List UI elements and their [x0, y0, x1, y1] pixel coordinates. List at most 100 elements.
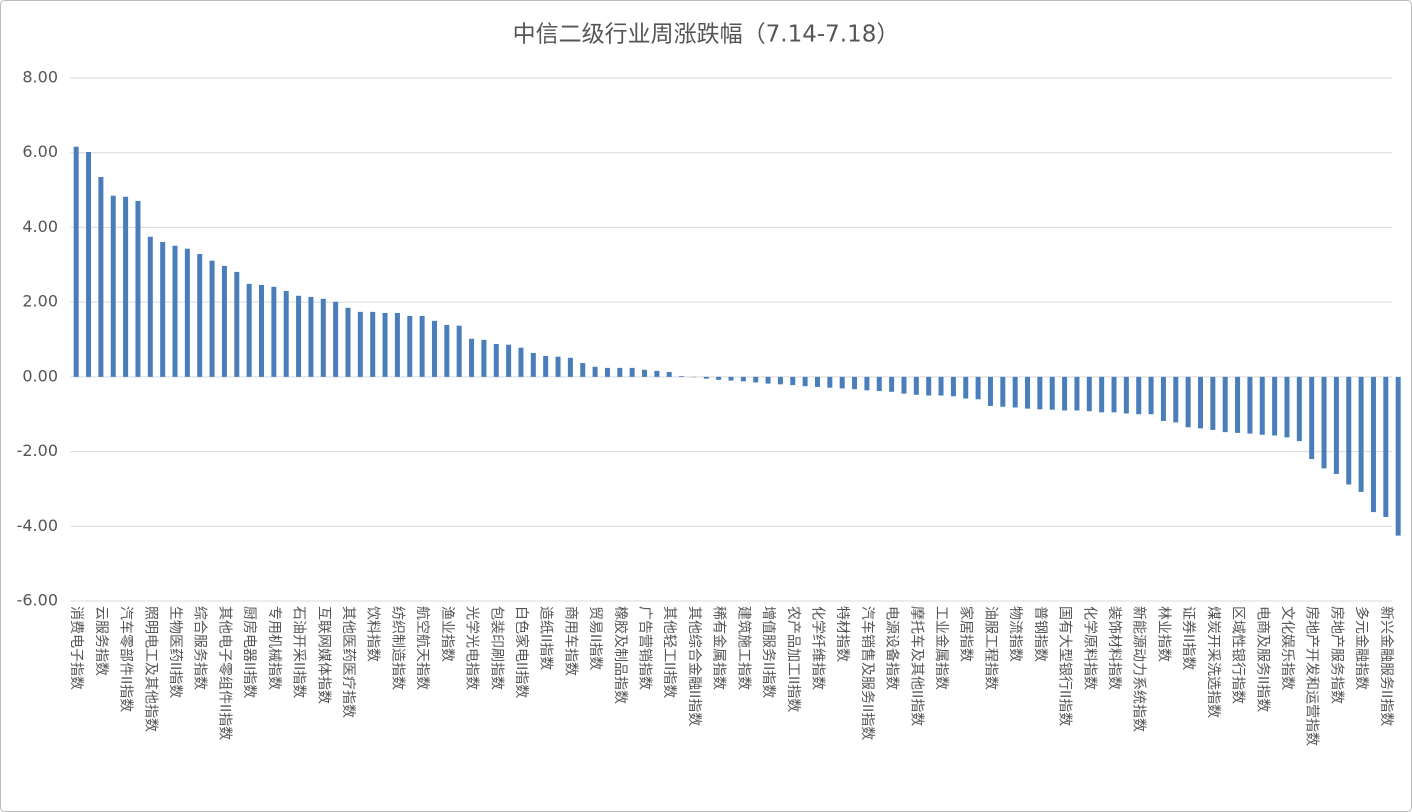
bar: [889, 376, 895, 392]
bar: [160, 241, 166, 377]
bar: [135, 200, 141, 377]
x-tick-label: 家居指数: [958, 606, 975, 662]
bar: [864, 376, 870, 391]
bar: [654, 370, 660, 377]
x-tick-label: 其他轻工II指数: [661, 606, 677, 698]
bar: [259, 284, 265, 377]
bar: [1049, 376, 1055, 410]
bar: [1123, 376, 1129, 414]
bar: [852, 376, 858, 390]
bar: [320, 298, 326, 377]
x-tick-label: 广告营销指数: [637, 606, 653, 690]
y-tick-label: 0.00: [22, 366, 58, 385]
x-tick-label: 工业金属指数: [933, 606, 949, 690]
x-tick-label: 电源设备指数: [884, 606, 901, 690]
x-tick-label: 化学纤维指数: [809, 606, 825, 690]
bar: [963, 376, 969, 399]
bar: [1333, 376, 1339, 474]
bar: [592, 366, 598, 377]
bar: [1037, 376, 1043, 410]
y-tick-label: 6.00: [22, 142, 58, 161]
x-tick-label: 新能源动力系统指数: [1131, 606, 1147, 732]
x-tick-label: 互联网媒体指数: [315, 606, 331, 704]
bar: [1309, 376, 1315, 460]
bar: [790, 376, 796, 386]
x-tick-label: 商用车指数: [562, 606, 579, 676]
bar: [394, 312, 400, 377]
x-tick-label: 证券II指数: [1180, 606, 1196, 670]
bar: [827, 376, 833, 388]
bar: [506, 344, 512, 377]
bar: [1210, 376, 1216, 430]
bar: [431, 320, 437, 377]
bar: [765, 376, 771, 384]
bar: [1000, 376, 1006, 407]
x-tick-label: 照明电工及其他指数: [142, 606, 158, 732]
bar: [172, 245, 178, 377]
bar: [567, 357, 573, 377]
x-tick-label: 普钢指数: [1032, 606, 1048, 662]
bar: [740, 376, 746, 382]
bar: [679, 376, 685, 377]
y-tick-label: -2.00: [17, 441, 58, 460]
bar: [246, 283, 252, 377]
x-tick-label: 饮料指数: [365, 606, 381, 662]
bar: [197, 253, 203, 377]
x-tick-label: 汽车销售及服务II指数: [859, 606, 876, 740]
x-tick-label: 多元金融指数: [1353, 606, 1370, 690]
bar: [530, 352, 536, 377]
bar: [1185, 376, 1191, 428]
bar: [814, 376, 820, 387]
x-tick-label: 稀有金属指数: [711, 606, 727, 690]
chart-title: 中信二级行业周涨跌幅（7.14-7.18）: [513, 22, 900, 48]
bar: [481, 339, 487, 377]
bar: [1148, 376, 1154, 415]
bar: [147, 236, 153, 377]
bar: [642, 369, 648, 377]
bar: [777, 376, 783, 385]
x-tick-label: 纺织制造指数: [389, 606, 405, 690]
x-tick-label: 建筑施工指数: [735, 606, 751, 690]
bar: [296, 295, 302, 377]
x-tick-label: 国有大型银行II指数: [1057, 606, 1073, 726]
x-tick-label: 摩托车及其他II指数: [908, 606, 925, 726]
x-tick-label: 化学原料指数: [1081, 606, 1097, 690]
bar: [580, 363, 586, 377]
bar: [98, 176, 104, 377]
bar: [209, 260, 215, 377]
bar: [876, 376, 882, 392]
bar: [604, 367, 610, 377]
bar: [1074, 376, 1080, 411]
bar: [802, 376, 808, 387]
bar: [543, 355, 549, 377]
bar: [1160, 376, 1166, 421]
bar: [283, 290, 289, 377]
bar: [444, 324, 450, 377]
x-tick-label: 油服工程指数: [982, 606, 998, 690]
y-tick-label: 2.00: [22, 292, 58, 311]
x-tick-label: 特材指数: [834, 606, 850, 662]
bar: [357, 311, 363, 377]
bar: [1272, 376, 1278, 436]
x-tick-label: 其他医药医疗指数: [340, 606, 356, 718]
bar: [1173, 376, 1179, 423]
bar: [1284, 376, 1290, 438]
bar: [1111, 376, 1117, 413]
x-tick-label: 造纸II指数: [538, 606, 554, 670]
bar: [1025, 376, 1031, 409]
x-tick-label: 专用机械指数: [266, 606, 282, 690]
bar: [73, 146, 79, 377]
x-tick-label: 航空航天指数: [414, 606, 430, 690]
x-tick-label: 物流指数: [1007, 606, 1023, 662]
x-tick-label: 包装印刷指数: [488, 606, 504, 690]
y-tick-label: -6.00: [17, 591, 58, 610]
x-tick-label: 增值服务II指数: [760, 606, 776, 698]
x-tick-label: 装饰材料指数: [1106, 606, 1122, 690]
x-tick-label: 文化娱乐指数: [1279, 606, 1295, 690]
bar: [975, 376, 981, 400]
y-tick-label: 8.00: [22, 68, 58, 87]
bar: [1062, 376, 1068, 411]
bar: [493, 343, 499, 377]
bar: [1247, 376, 1253, 434]
